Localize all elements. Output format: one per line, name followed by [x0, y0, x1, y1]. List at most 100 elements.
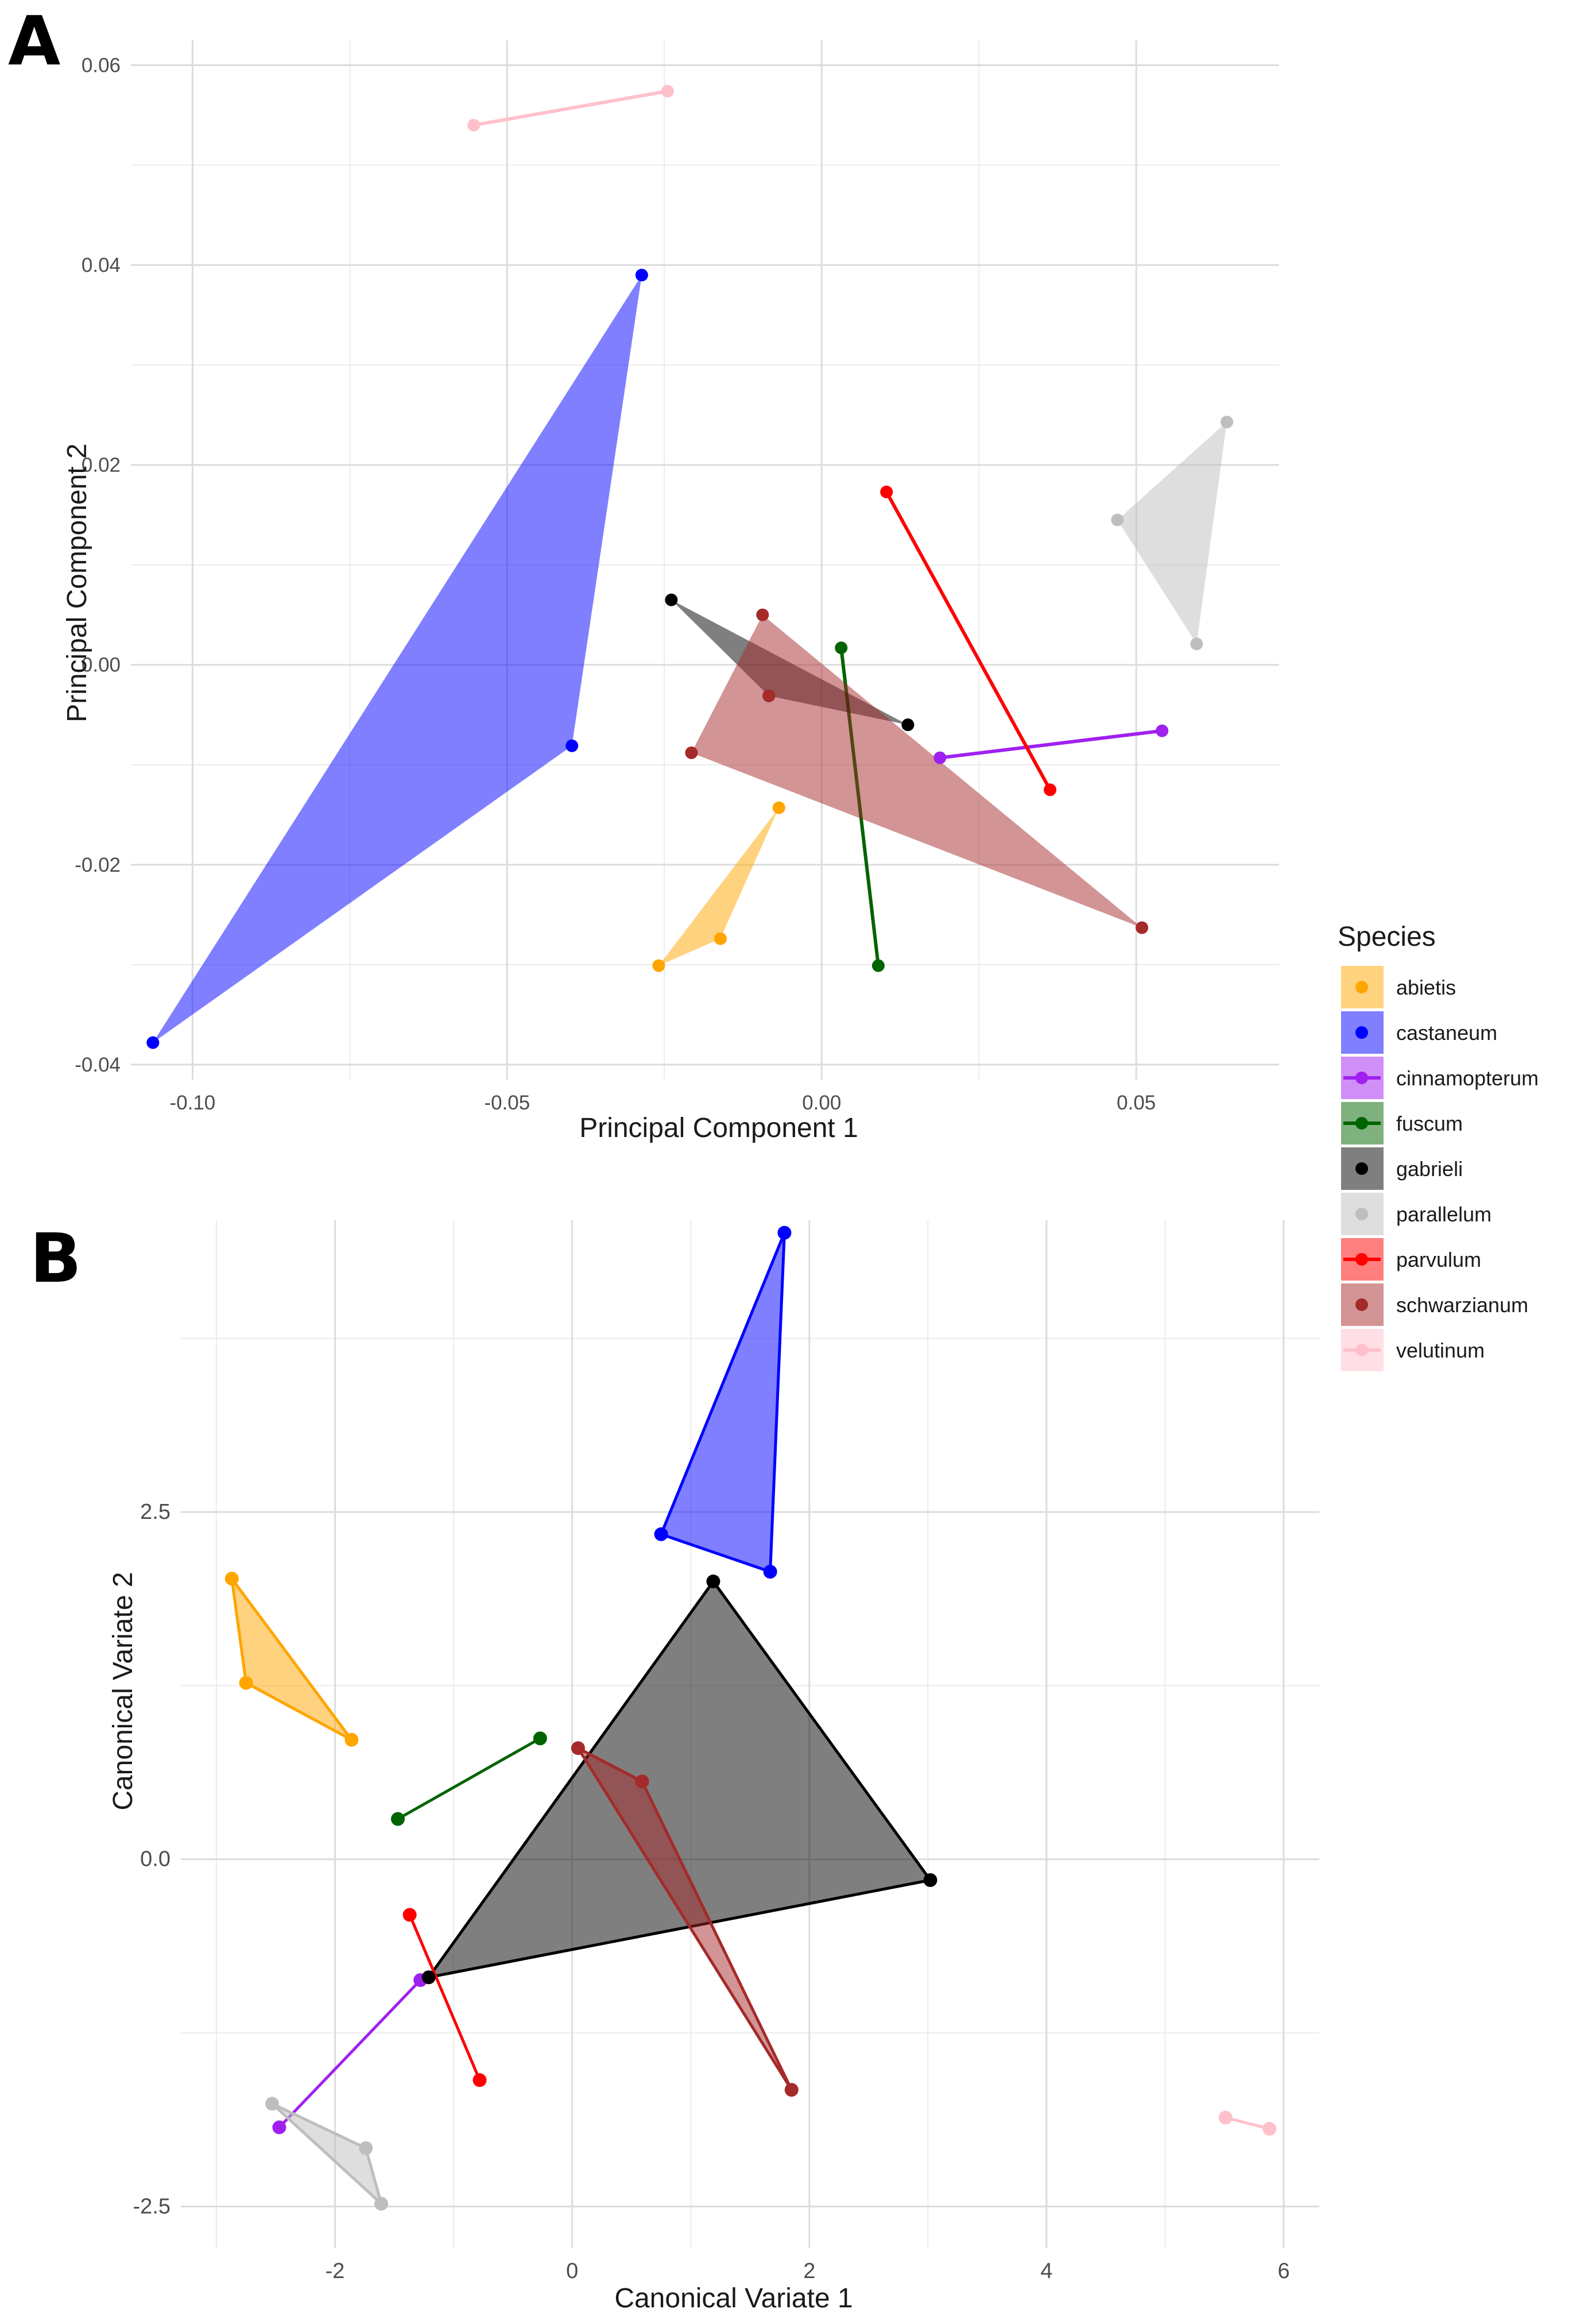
- legend-key-point-abietis: [1355, 981, 1368, 993]
- legend-key-point-cinnamopterum: [1355, 1072, 1368, 1084]
- panel-b-point-schwarzianum: [571, 1741, 585, 1755]
- panel-a-hull-abietis: [658, 807, 779, 966]
- panel-b-chart: -2 0 2 4 6 -2.5 0.0 2.5 Canonical Variate 1 Ca…: [108, 1220, 1319, 2314]
- panel-b-tag: B: [30, 1219, 82, 1298]
- panel-a-y-tick-label: 0.02: [82, 454, 121, 477]
- panel-a-y-tick-label: 0.04: [82, 254, 121, 277]
- legend-label-schwarzianum: schwarzianum: [1396, 1293, 1528, 1317]
- legend-label-velutinum: velutinum: [1396, 1339, 1485, 1362]
- panel-a-hull-parallelum: [1117, 422, 1227, 644]
- panel-b-x-ticks: -2 0 2 4 6: [326, 2259, 1290, 2283]
- panel-b-point-velutinum: [1262, 2121, 1277, 2136]
- legend-label-cinnamopterum: cinnamopterum: [1396, 1066, 1539, 1090]
- panel-a-hull-gabrieli: [671, 600, 908, 725]
- panel-a-x-tick-label: 0.05: [1117, 1092, 1156, 1114]
- panel-b-x-tick-label: 2: [803, 2259, 815, 2283]
- legend-key-point-velutinum: [1355, 1344, 1368, 1356]
- legend-label-parvulum: parvulum: [1396, 1248, 1481, 1271]
- legend-key-point-parallelum: [1355, 1208, 1368, 1220]
- panel-b-point-parallelum: [359, 2141, 373, 2155]
- panel-a-x-tick-label: -0.10: [170, 1092, 216, 1114]
- panel-a-point-gabrieli: [665, 593, 678, 606]
- panel-b-point-castaneum: [777, 1225, 792, 1240]
- panel-a-x-ticks: -0.10 -0.05 0.00 0.05: [170, 1092, 1156, 1114]
- panel-a-point-parvulum: [880, 485, 893, 498]
- panel-a-point-fuscum: [871, 959, 885, 972]
- panel-a-hulls: [153, 89, 1227, 1043]
- panel-a-point-abietis: [772, 801, 785, 814]
- panel-b-x-tick-label: 6: [1277, 2259, 1289, 2283]
- panel-b-y-ticks: -2.5 0.0 2.5: [133, 1500, 171, 2218]
- panel-a-point-fuscum: [835, 641, 848, 655]
- panel-b-segment-parvulum: [408, 1914, 481, 2081]
- panel-b-point-velutinum: [1218, 2110, 1233, 2125]
- panel-a-point-abietis: [714, 932, 727, 945]
- panel-b-hull-castaneum: [660, 1231, 786, 1573]
- panel-b-y-tick-label: 2.5: [140, 1500, 171, 1524]
- panel-b-hulls: [230, 1231, 1270, 2206]
- panel-a-point-gabrieli: [901, 718, 915, 732]
- panel-a-y-ticks: -0.04 -0.02 0.00 0.02 0.04 0.06: [75, 55, 121, 1076]
- panel-a-point-schwarzianum: [756, 608, 769, 621]
- legend-key-point-castaneum: [1355, 1026, 1368, 1039]
- panel-a-point-castaneum: [635, 268, 648, 281]
- panel-a-point-cinnamopterum: [1156, 724, 1169, 737]
- panel-b-point-abietis: [224, 1572, 239, 1586]
- legend-key-point-parvulum: [1355, 1253, 1368, 1266]
- panel-b-x-tick-label: -2: [326, 2259, 345, 2283]
- legend-key-point-schwarzianum: [1355, 1298, 1368, 1311]
- legend-label-fuscum: fuscum: [1396, 1112, 1463, 1135]
- panel-a-segment-velutinum: [473, 89, 668, 127]
- panel-b-point-parvulum: [472, 2073, 487, 2087]
- panel-a-chart: -0.10 -0.05 0.00 0.05 -0.04 -0.02 0.00 0.02 0.0…: [62, 40, 1279, 1143]
- panel-a-point-parallelum: [1111, 513, 1124, 527]
- panel-b-point-schwarzianum: [635, 1774, 649, 1789]
- legend-label-castaneum: castaneum: [1396, 1021, 1497, 1045]
- panel-b-point-abietis: [239, 1676, 253, 1690]
- panel-b-point-parallelum: [265, 2097, 280, 2111]
- panel-a-x-axis-title: Principal Component 1: [579, 1113, 858, 1143]
- panel-b-hull-gabrieli: [427, 1580, 932, 1979]
- panel-b-point-abietis: [344, 1733, 359, 1747]
- panel-b-point-parallelum: [374, 2197, 389, 2211]
- panel-a-point-parvulum: [1044, 783, 1057, 796]
- panel-a-point-parallelum: [1221, 415, 1234, 428]
- panel-b-x-axis-title: Canonical Variate 1: [614, 2283, 853, 2314]
- panel-b-y-axis-title: Canonical Variate 2: [108, 1572, 138, 1810]
- panel-a-segment-cinnamopterum: [939, 729, 1163, 760]
- panel-a-x-tick-label: 0.00: [802, 1092, 841, 1114]
- panel-b-point-gabrieli: [923, 1873, 937, 1887]
- panel-a-point-parallelum: [1190, 637, 1203, 651]
- panel-a-point-schwarzianum: [685, 746, 698, 759]
- panel-a-y-tick-label: -0.02: [75, 854, 121, 876]
- panel-b-x-tick-label: 4: [1040, 2259, 1052, 2283]
- panel-b-point-schwarzianum: [784, 2083, 799, 2097]
- panel-b-point-castaneum: [763, 1564, 777, 1579]
- panel-a-y-axis-title: Principal Component 2: [62, 443, 92, 722]
- panel-b-point-cinnamopterum: [272, 2120, 286, 2134]
- legend-label-gabrieli: gabrieli: [1396, 1157, 1463, 1181]
- legend-label-parallelum: parallelum: [1396, 1202, 1491, 1226]
- panel-a-hull-castaneum: [153, 275, 642, 1043]
- legend-key-point-fuscum: [1355, 1117, 1368, 1130]
- panel-b-point-fuscum: [533, 1731, 547, 1746]
- legend-key-point-gabrieli: [1355, 1162, 1368, 1175]
- panel-b-segment-fuscum: [397, 1737, 541, 1820]
- panel-a-segment-parvulum: [885, 491, 1052, 791]
- panel-b-segment-cinnamopterum: [278, 1979, 422, 2129]
- panel-a-hull-schwarzianum: [691, 614, 1142, 928]
- panel-a-y-tick-label: -0.04: [75, 1054, 121, 1076]
- panel-a-point-abietis: [652, 959, 665, 972]
- panel-b-point-gabrieli: [706, 1574, 720, 1588]
- panel-a-y-tick-label: 0.06: [82, 55, 121, 77]
- panel-a-point-velutinum: [661, 84, 674, 98]
- panel-a-y-tick-label: 0.00: [82, 654, 121, 676]
- panel-a-x-tick-label: -0.05: [484, 1092, 530, 1114]
- panel-a-points: [146, 84, 1234, 1049]
- panel-b-y-tick-label: -2.5: [133, 2194, 171, 2218]
- panel-a-point-cinnamopterum: [933, 751, 947, 764]
- panel-b-x-tick-label: 0: [566, 2259, 578, 2283]
- panel-a-point-castaneum: [565, 739, 579, 752]
- panel-b-point-parvulum: [402, 1908, 417, 1922]
- panel-b-hull-schwarzianum: [576, 1746, 793, 2091]
